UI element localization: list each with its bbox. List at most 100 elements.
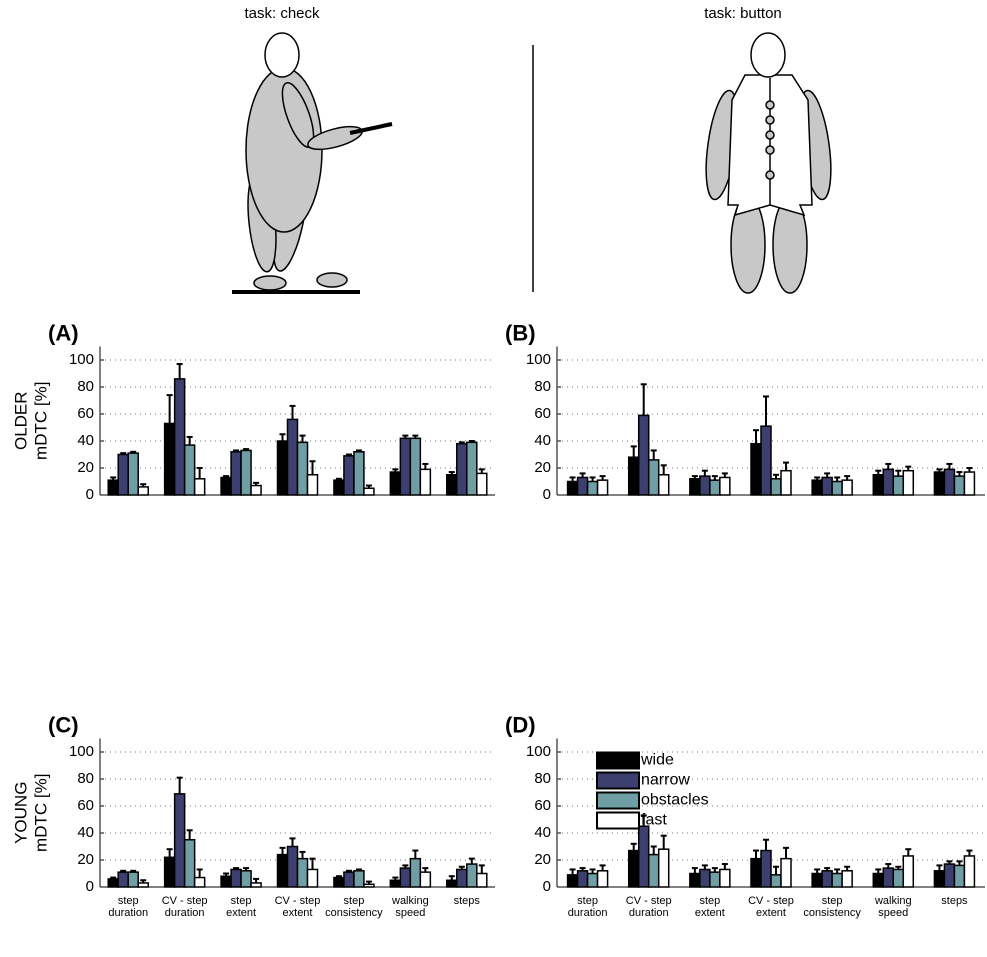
bar: [964, 856, 974, 887]
bar: [457, 869, 467, 887]
bar: [954, 865, 964, 887]
bar: [298, 859, 308, 887]
bar: [477, 874, 487, 888]
legend-swatch: [597, 753, 639, 769]
bar: [364, 884, 374, 887]
bar: [700, 869, 710, 887]
bar: [873, 475, 883, 495]
bar: [251, 486, 261, 495]
y-tick-label: 60: [77, 405, 94, 422]
bar: [588, 874, 598, 888]
x-tick-label: extent: [283, 907, 313, 919]
bar: [954, 476, 964, 495]
legend-label: fast: [641, 812, 667, 829]
bar: [771, 479, 781, 495]
legend-swatch: [597, 773, 639, 789]
bar: [720, 477, 730, 495]
bar: [308, 869, 318, 887]
bar: [761, 851, 771, 887]
bar: [842, 871, 852, 887]
y-tick-label: 40: [534, 824, 551, 841]
bar: [700, 476, 710, 495]
bar: [175, 379, 185, 495]
x-tick-label: CV - step: [275, 895, 321, 907]
bar: [598, 871, 608, 887]
bar: [812, 874, 822, 888]
legend-swatch: [597, 793, 639, 809]
figure: task: check task: button (A)OLDE: [0, 0, 987, 952]
walking-figure: [232, 33, 392, 292]
bar: [934, 871, 944, 887]
x-tick-label: duration: [568, 907, 608, 919]
bar: [165, 423, 175, 495]
x-tick-label: walking: [874, 895, 912, 907]
x-tick-label: extent: [226, 907, 256, 919]
x-tick-label: steps: [454, 895, 481, 907]
buttoning-figure: [700, 33, 836, 293]
bar: [598, 480, 608, 495]
x-tick-label: duration: [108, 907, 148, 919]
bar: [710, 480, 720, 495]
x-tick-label: duration: [629, 907, 669, 919]
legend-swatch: [597, 813, 639, 829]
bar: [308, 475, 318, 495]
legend-label: narrow: [641, 772, 690, 789]
bar: [231, 869, 241, 887]
bar: [231, 452, 241, 495]
bar: [639, 415, 649, 495]
bar: [118, 455, 128, 496]
illustration: task: check task: button: [232, 5, 837, 293]
bar: [781, 859, 791, 887]
y-tick-label: 100: [69, 743, 94, 760]
x-tick-label: step: [118, 895, 139, 907]
bar: [934, 472, 944, 495]
y-axis-label: YOUNG: [11, 782, 30, 844]
bar: [883, 469, 893, 495]
bar: [842, 480, 852, 495]
bar: [903, 471, 913, 495]
task-label: task: button: [704, 5, 782, 22]
bar: [128, 872, 138, 887]
bar: [690, 479, 700, 495]
bar: [822, 477, 832, 495]
bar: [400, 868, 410, 887]
bar: [568, 875, 578, 887]
bar: [410, 438, 420, 495]
y-tick-label: 80: [534, 378, 551, 395]
bar: [195, 479, 205, 495]
x-tick-label: step: [231, 895, 252, 907]
x-tick-label: speed: [878, 907, 908, 919]
bar: [175, 794, 185, 887]
y-tick-label: 20: [77, 851, 94, 868]
bar: [278, 855, 288, 887]
y-tick-label: 40: [77, 824, 94, 841]
bar: [344, 456, 354, 495]
panel-label: (C): [48, 712, 79, 737]
bar: [221, 876, 231, 887]
bar: [400, 438, 410, 495]
bar: [221, 477, 231, 495]
legend-label: wide: [640, 752, 674, 769]
x-tick-label: consistency: [803, 907, 861, 919]
panel-label: (B): [505, 320, 536, 345]
bar: [410, 859, 420, 887]
bar: [873, 874, 883, 888]
x-tick-label: CV - step: [626, 895, 672, 907]
bar: [944, 864, 954, 887]
y-axis-label: mDTC [%]: [31, 774, 50, 852]
legend-label: obstacles: [641, 792, 709, 809]
y-tick-label: 80: [534, 770, 551, 787]
x-tick-label: steps: [941, 895, 968, 907]
bar: [334, 878, 344, 887]
bar: [578, 477, 588, 495]
x-tick-label: CV - step: [748, 895, 794, 907]
y-tick-label: 20: [534, 459, 551, 476]
bar: [128, 453, 138, 495]
y-tick-label: 100: [526, 351, 551, 368]
bar: [108, 480, 118, 495]
bar: [241, 450, 251, 495]
bar: [629, 457, 639, 495]
bar: [659, 475, 669, 495]
x-tick-label: walking: [391, 895, 429, 907]
y-axis-label: mDTC [%]: [31, 382, 50, 460]
